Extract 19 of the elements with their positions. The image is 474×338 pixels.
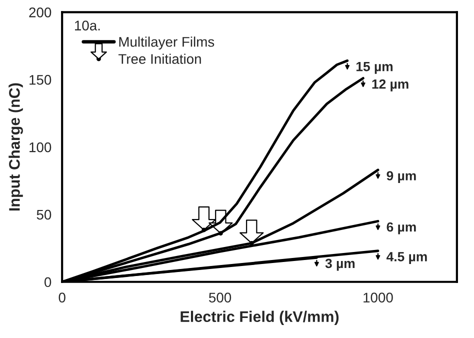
y-tick-label: 150 — [30, 74, 52, 85]
annotation: 6 µm — [386, 222, 416, 234]
x-tick-label: 0 — [58, 292, 66, 303]
annotation: 15 µm — [356, 62, 393, 74]
legend-label: Multilayer Films — [119, 36, 214, 50]
annotation: 3 µm — [325, 258, 355, 271]
x-axis-title: Electric Field (kV/mm) — [180, 310, 339, 326]
y-tick-label: 200 — [29, 8, 52, 18]
y-axis-title: Input Charge (nC) — [8, 83, 23, 210]
y-tick-label: 50 — [36, 210, 52, 220]
legend-label: Tree Initiation — [118, 54, 201, 64]
annotation: 9 µm — [386, 171, 416, 184]
annotation: 10a. — [75, 20, 100, 30]
y-tick-label: 0 — [44, 277, 52, 288]
annotation: 4.5 µm — [386, 252, 427, 264]
x-tick-label: 500 — [209, 292, 232, 303]
y-tick-label: 100 — [30, 142, 52, 152]
annotation: 12 µm — [372, 79, 408, 92]
x-tick-label: 1000 — [364, 292, 393, 303]
